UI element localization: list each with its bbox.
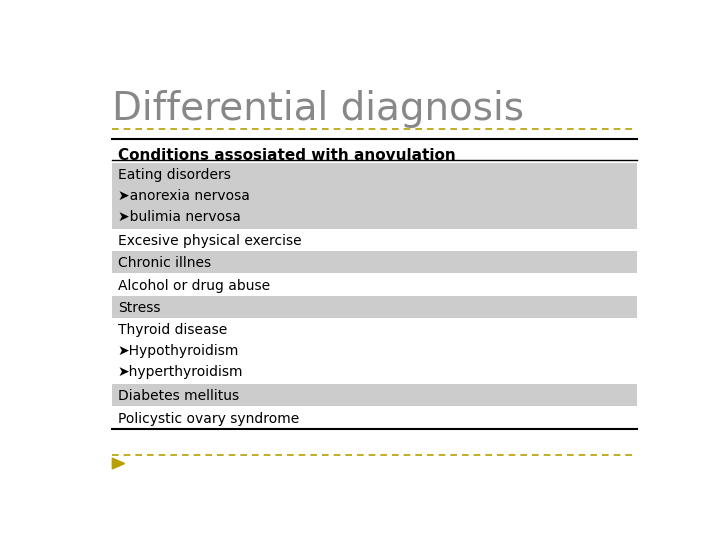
Bar (112, 384, 636, 407)
Text: Thyroid disease: Thyroid disease (118, 323, 227, 337)
Text: Differential diagnosis: Differential diagnosis (112, 90, 524, 128)
Text: ➤anorexia nervosa: ➤anorexia nervosa (118, 189, 250, 203)
Text: Policystic ovary syndrome: Policystic ovary syndrome (118, 411, 299, 426)
Bar (112, 295, 636, 318)
Text: ➤Hypothyroidism: ➤Hypothyroidism (118, 344, 239, 358)
Bar (112, 251, 636, 273)
Bar (112, 407, 636, 429)
Text: Eating disorders: Eating disorders (118, 168, 231, 182)
Bar (112, 318, 636, 384)
Polygon shape (112, 458, 125, 469)
Text: Excesive physical exercise: Excesive physical exercise (118, 234, 302, 248)
Bar (112, 273, 636, 295)
Text: ➤bulimia nervosa: ➤bulimia nervosa (118, 210, 240, 224)
Bar (112, 163, 636, 229)
Text: Diabetes mellitus: Diabetes mellitus (118, 389, 239, 403)
Text: Alcohol or drug abuse: Alcohol or drug abuse (118, 279, 270, 293)
Text: Chronic illnes: Chronic illnes (118, 256, 211, 271)
Text: ➤hyperthyroidism: ➤hyperthyroidism (118, 366, 243, 379)
Text: Conditions assosiated with anovulation: Conditions assosiated with anovulation (118, 148, 456, 163)
Bar (112, 229, 636, 251)
Text: Stress: Stress (118, 301, 161, 315)
